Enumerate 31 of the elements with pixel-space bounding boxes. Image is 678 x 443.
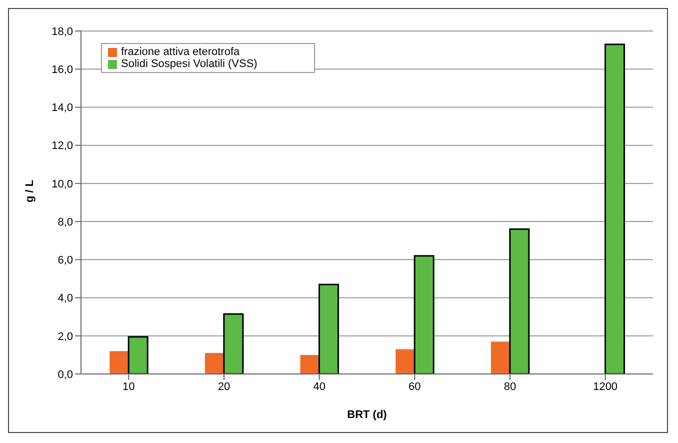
- y-axis-title: g / L: [24, 180, 36, 202]
- y-tick-label: 10,0: [52, 178, 73, 190]
- bar: [414, 255, 434, 374]
- bar: [318, 284, 340, 374]
- bar: [490, 342, 510, 374]
- bar: [509, 228, 530, 374]
- x-tick-label: 60: [408, 380, 421, 393]
- x-tick-label: 40: [313, 380, 326, 393]
- y-tick-label: 18,0: [52, 26, 73, 38]
- y-tick-label: 12,0: [52, 140, 73, 152]
- y-tick-label: 2,0: [58, 330, 73, 343]
- y-tick-label: 8,0: [58, 216, 73, 228]
- bar: [110, 351, 129, 374]
- x-tick-label: 1200: [593, 380, 618, 393]
- bar: [223, 313, 244, 374]
- bar: [604, 44, 626, 374]
- x-tick-label: 10: [122, 380, 135, 393]
- y-tick-label: 16,0: [52, 64, 73, 76]
- y-tick-label: 4,0: [58, 292, 73, 305]
- y-tick-label: 14,0: [52, 102, 73, 114]
- y-tick-label: 0,0: [58, 368, 73, 381]
- legend-label: Solidi Sospesi Volatili (VSS): [121, 58, 258, 70]
- bar: [128, 336, 148, 374]
- bar: [204, 353, 224, 374]
- y-tick-label: 6,0: [58, 254, 73, 267]
- legend-label: frazione attiva eterotrofa: [121, 46, 240, 58]
- bar: [396, 349, 415, 374]
- x-axis-title: BRT (d): [347, 409, 388, 421]
- x-tick-label: 20: [218, 380, 230, 393]
- x-tick-label: 80: [504, 380, 516, 393]
- bar: [300, 354, 320, 374]
